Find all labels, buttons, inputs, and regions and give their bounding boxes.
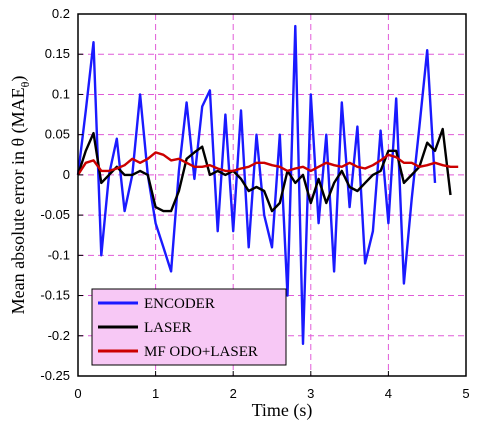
y-axis-title-close: ) — [8, 76, 29, 82]
x-axis-title: Time (s) — [252, 400, 313, 421]
legend-label: LASER — [144, 320, 192, 336]
y-tick-label: 0.15 — [45, 46, 70, 61]
y-tick-label: 0 — [63, 167, 70, 182]
plot-frame — [77, 13, 467, 377]
y-axis-title-main: Mean absolute error in θ (MAE — [8, 87, 29, 314]
legend: ENCODER LASER MF ODO+LASER — [91, 288, 287, 366]
y-tick-label: -0.2 — [48, 328, 70, 343]
legend-label: ENCODER — [144, 296, 215, 312]
series-line-mf-odo-laser — [76, 151, 459, 176]
y-tick-label: 0.2 — [52, 6, 70, 21]
y-tick-label: 0.1 — [52, 86, 70, 101]
x-tick-label: 5 — [462, 386, 469, 401]
y-tick-label: -0.1 — [48, 247, 70, 262]
y-tick-label: -0.05 — [40, 207, 70, 222]
series-layer — [76, 24, 459, 345]
series-line-encoder — [76, 24, 437, 345]
x-tick-label: 4 — [385, 386, 392, 401]
y-axis-title-subscript: θ — [18, 81, 32, 87]
x-tick-label: 0 — [74, 386, 81, 401]
y-axis-title: Mean absolute error in θ (MAEθ) — [8, 76, 32, 315]
x-tick-label: 2 — [230, 386, 237, 401]
x-tick-label: 1 — [152, 386, 159, 401]
ticks: -0.25 -0.2 -0.15 -0.1 -0.05 0 0.05 0.1 0.15 0.2 0 1… — [40, 6, 469, 401]
y-tick-label: 0.05 — [45, 127, 70, 142]
y-tick-label: -0.25 — [40, 368, 70, 383]
series-line-laser — [76, 127, 452, 213]
legend-label: MF ODO+LASER — [144, 344, 258, 360]
y-tick-label: -0.15 — [40, 288, 70, 303]
x-tick-label: 3 — [307, 386, 314, 401]
